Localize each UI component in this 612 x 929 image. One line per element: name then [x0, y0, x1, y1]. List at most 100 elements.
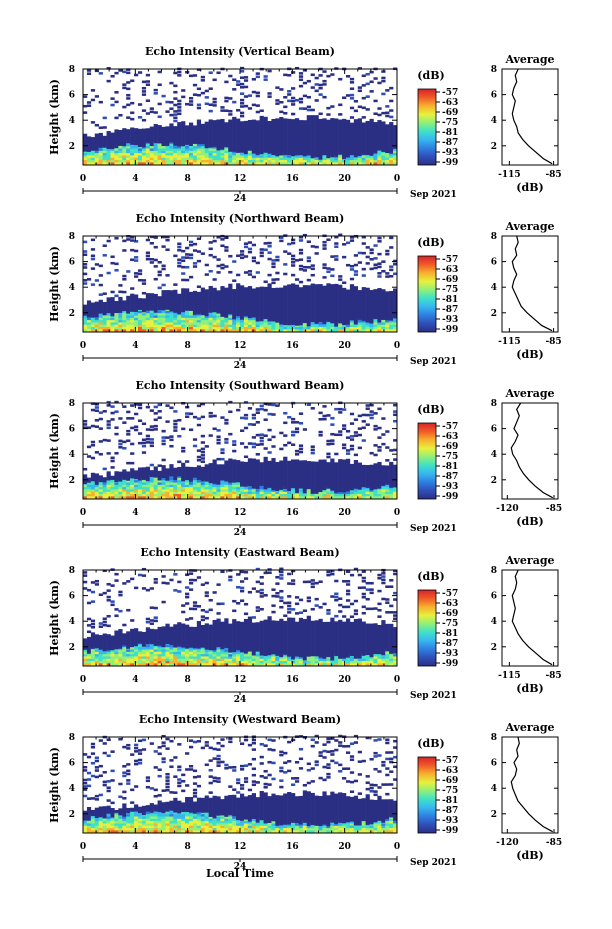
- panel-title: Echo Intensity (Southward Beam): [136, 379, 345, 392]
- xtick-label: 12: [234, 341, 247, 351]
- ytick-label: 8: [69, 232, 75, 242]
- colorbar-tick-label: -99: [442, 325, 458, 335]
- colorbar-unit: (dB): [417, 570, 444, 583]
- yaxis-label: Height (km): [48, 580, 61, 656]
- xtick-label: 0: [394, 341, 400, 351]
- colorbar-tick-label: -75: [442, 619, 458, 629]
- profile-ytick-label: 6: [491, 258, 497, 268]
- xtick-label: 16: [286, 675, 299, 685]
- colorbar: [417, 88, 437, 166]
- colorbar-tick-label: -87: [442, 472, 458, 482]
- heatmap-cells: [83, 233, 398, 332]
- ytick-label: 8: [69, 733, 75, 743]
- profile-ytick-label: 4: [491, 617, 497, 627]
- colorbar-tick-label: -75: [442, 285, 458, 295]
- colorbar-tick-label: -93: [442, 649, 458, 659]
- ytick-label: 2: [69, 309, 75, 319]
- profile-xtick-label: -115: [498, 170, 521, 180]
- ytick-label: 6: [69, 91, 75, 101]
- xtick-label: 20: [338, 842, 351, 852]
- xtick-label: 4: [132, 174, 138, 184]
- colorbar-tick-label: -57: [442, 422, 458, 432]
- ytick-label: 2: [69, 810, 75, 820]
- xtick-label: 20: [338, 174, 351, 184]
- ytick-label: 6: [69, 425, 75, 435]
- colorbar-tick-label: -81: [442, 796, 458, 806]
- colorbar-unit: (dB): [417, 236, 444, 249]
- profile-xlabel: (dB): [516, 181, 543, 194]
- profile-ytick-label: 4: [491, 450, 497, 460]
- profile-ytick-label: 2: [491, 810, 497, 820]
- xtick-label: 4: [132, 341, 138, 351]
- xtick-label: 4: [132, 508, 138, 518]
- xtick-label: 8: [185, 174, 191, 184]
- profile-xtick-label: -115: [498, 671, 521, 681]
- profile-ytick-label: 6: [491, 91, 497, 101]
- colorbar: [417, 756, 437, 834]
- colorbar-tick-label: -75: [442, 118, 458, 128]
- profile-ytick-label: 2: [491, 142, 497, 152]
- profile-xtick-label: -85: [546, 838, 562, 848]
- profile-xtick-label: -115: [498, 337, 521, 347]
- date-label: Sep 2021: [410, 691, 457, 701]
- xtick-label: 16: [286, 508, 299, 518]
- xaxis-label: Local Time: [206, 867, 274, 880]
- xtick-label: 8: [185, 842, 191, 852]
- profile-title: Average: [504, 721, 554, 734]
- colorbar-tick-label: -99: [442, 158, 458, 168]
- colorbar-tick-label: -99: [442, 492, 458, 502]
- xtick-label: 20: [338, 341, 351, 351]
- profile-title: Average: [504, 554, 554, 567]
- profile-frame: [501, 402, 559, 500]
- colorbar-tick-label: -93: [442, 816, 458, 826]
- profile-ytick-label: 6: [491, 425, 497, 435]
- colorbar-tick-label: -81: [442, 128, 458, 138]
- xtick-label: 0: [80, 508, 86, 518]
- panel-title: Echo Intensity (Eastward Beam): [140, 546, 339, 559]
- xtick-label: 8: [185, 675, 191, 685]
- xtick-label: 4: [132, 675, 138, 685]
- heatmap-cells: [83, 400, 398, 499]
- xtick-label: 0: [80, 341, 86, 351]
- profile-xtick-label: -85: [545, 337, 561, 347]
- colorbar-tick-label: -63: [442, 98, 458, 108]
- colorbar-tick-label: -69: [442, 609, 458, 619]
- profile-frame: [501, 68, 559, 166]
- profile-ytick-label: 2: [491, 643, 497, 653]
- date-label: Sep 2021: [410, 357, 457, 367]
- yaxis-label: Height (km): [48, 246, 61, 322]
- ytick-label: 4: [69, 784, 75, 794]
- heatmap-cells: [83, 734, 398, 833]
- colorbar-tick-label: -99: [442, 659, 458, 669]
- average-profile: Average 2 4 6 8 -120 -85(dB): [491, 721, 562, 862]
- profile-frame: [501, 736, 559, 834]
- xtick-label: 0: [394, 508, 400, 518]
- day-label: 24: [234, 194, 247, 204]
- colorbar-tick-label: -87: [442, 806, 458, 816]
- colorbar-tick-label: -63: [442, 766, 458, 776]
- profile-title: Average: [504, 53, 554, 66]
- colorbar-tick-label: -63: [442, 599, 458, 609]
- xtick-label: 12: [234, 842, 247, 852]
- colorbar-tick-label: -69: [442, 442, 458, 452]
- yaxis-label: Height (km): [48, 413, 61, 489]
- xtick-label: 16: [286, 842, 299, 852]
- day-label: 24: [234, 361, 247, 371]
- profile-ytick-label: 8: [491, 733, 497, 743]
- ytick-label: 4: [69, 283, 75, 293]
- profile-frame: [501, 235, 559, 333]
- profile-xlabel: (dB): [516, 348, 543, 361]
- ytick-label: 2: [69, 643, 75, 653]
- day-label: 24: [234, 862, 247, 872]
- profile-ytick-label: 8: [491, 399, 497, 409]
- profile-title: Average: [504, 220, 554, 233]
- xtick-label: 0: [394, 842, 400, 852]
- profile-ytick-label: 4: [491, 784, 497, 794]
- panel-3: Echo Intensity (Southward Beam)2468Heigh…: [48, 379, 562, 538]
- colorbar-tick-label: -69: [442, 275, 458, 285]
- yaxis-label: Height (km): [48, 747, 61, 823]
- colorbar-tick-label: -57: [442, 88, 458, 98]
- profile-ytick-label: 8: [491, 566, 497, 576]
- profile-ytick-label: 6: [491, 759, 497, 769]
- xtick-label: 0: [394, 675, 400, 685]
